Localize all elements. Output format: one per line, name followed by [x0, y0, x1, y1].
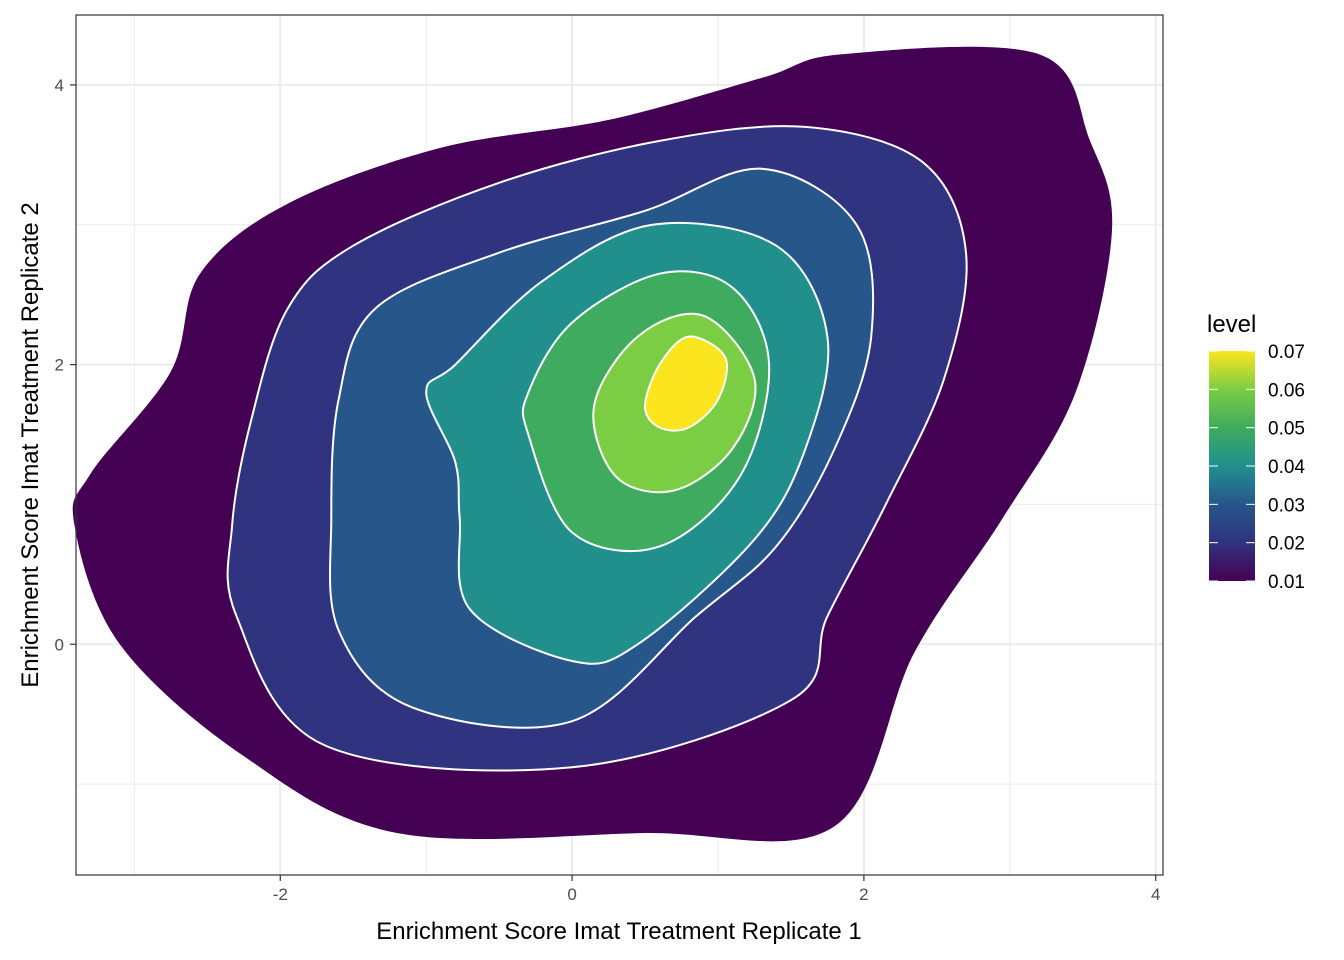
legend-label: 0.05 — [1268, 419, 1305, 440]
panel-border — [75, 14, 1164, 876]
y-axis-title: Enrichment Score Imat Treatment Replicat… — [17, 202, 44, 688]
legend-label: 0.01 — [1268, 572, 1305, 593]
legend-title: level — [1207, 311, 1256, 338]
x-tick-label: 4 — [1151, 885, 1160, 904]
x-axis-title: Enrichment Score Imat Treatment Replicat… — [376, 918, 862, 945]
y-tick-label: 2 — [55, 356, 64, 375]
legend: level 0.07 0.06 0.05 0.04 0.03 0.02 0.01 — [1207, 311, 1305, 593]
y-tick-label: 0 — [55, 635, 64, 654]
legend-label: 0.03 — [1268, 495, 1305, 516]
y-tick-label: 4 — [55, 76, 64, 95]
legend-label: 0.06 — [1268, 380, 1305, 401]
x-tick-label: -2 — [273, 885, 288, 904]
density-contours — [72, 46, 1113, 842]
legend-label: 0.04 — [1268, 457, 1305, 478]
legend-label: 0.07 — [1268, 342, 1305, 363]
x-tick-label: 2 — [859, 885, 868, 904]
axis-ticks: -2 0 2 4 0 2 4 — [55, 76, 1161, 904]
contour-band-0-07 — [644, 335, 729, 432]
x-tick-label: 0 — [567, 885, 576, 904]
legend-label: 0.02 — [1268, 534, 1305, 555]
legend-ticks: 0.07 0.06 0.05 0.04 0.03 0.02 0.01 — [1209, 342, 1305, 593]
